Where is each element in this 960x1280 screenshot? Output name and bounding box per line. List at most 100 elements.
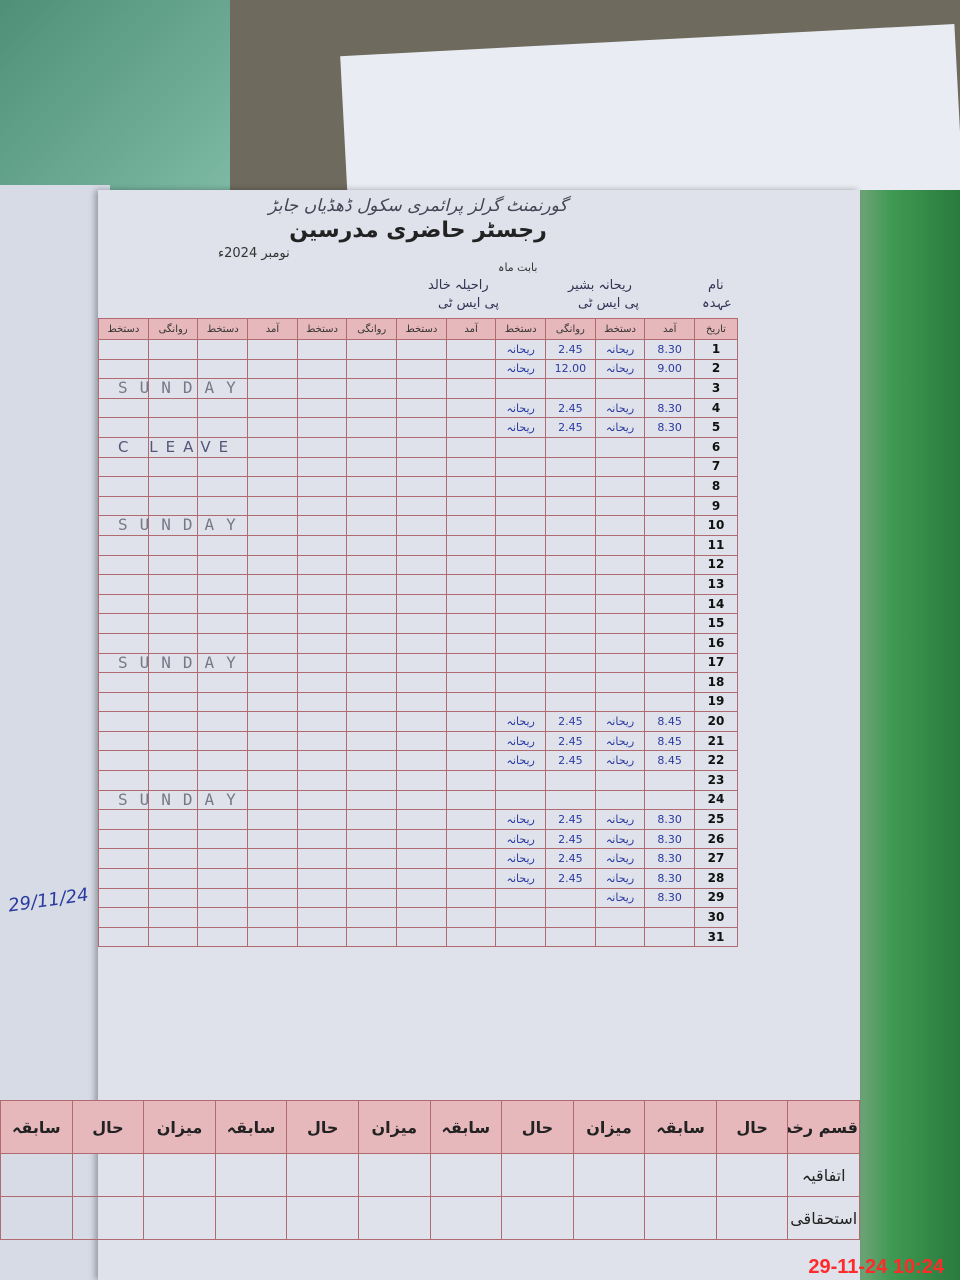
attendance-cell: ریحانہ bbox=[495, 868, 547, 889]
column-header: روانگی bbox=[147, 318, 199, 340]
attendance-cell: ریحانہ bbox=[594, 848, 646, 870]
empty-cell bbox=[396, 554, 447, 576]
empty-cell bbox=[296, 887, 348, 909]
empty-cell bbox=[445, 495, 497, 517]
attendance-cell: 8.30 bbox=[644, 868, 695, 889]
empty-cell bbox=[197, 593, 249, 615]
empty-cell bbox=[296, 691, 348, 713]
empty-cell bbox=[247, 476, 298, 497]
empty-cell bbox=[296, 534, 348, 556]
empty-cell bbox=[445, 417, 497, 438]
attendance-cell bbox=[545, 436, 596, 458]
empty-cell bbox=[147, 476, 199, 497]
leave-header: میزان bbox=[572, 1100, 646, 1154]
empty-cell bbox=[0, 1153, 73, 1197]
empty-cell bbox=[396, 632, 447, 654]
attendance-cell: 12.00 bbox=[545, 358, 596, 380]
attendance-cell bbox=[594, 907, 646, 928]
empty-cell bbox=[147, 554, 199, 576]
attendance-cell bbox=[495, 907, 547, 928]
table-row: 24 bbox=[98, 789, 738, 811]
empty-cell bbox=[197, 672, 249, 693]
register-page: گورنمنٹ گرلز پرائمری سکول ڈھڈیاں جابڑ رج… bbox=[0, 190, 860, 1280]
leave-type-label: اتفاقیہ bbox=[787, 1153, 860, 1197]
attendance-cell bbox=[644, 632, 695, 654]
empty-cell bbox=[346, 789, 398, 811]
table-row: 2 9.00 ریحانہ 12.00 ریحانہ bbox=[98, 358, 738, 380]
attendance-cell bbox=[495, 672, 547, 693]
attendance-cell bbox=[644, 476, 695, 497]
empty-cell bbox=[247, 848, 298, 870]
attendance-cell: ریحانہ bbox=[594, 730, 646, 752]
empty-cell bbox=[396, 476, 447, 497]
empty-cell bbox=[247, 358, 298, 380]
attendance-cell bbox=[545, 789, 596, 811]
empty-cell bbox=[296, 926, 348, 948]
empty-cell bbox=[396, 926, 447, 948]
attendance-cell: ریحانہ bbox=[594, 809, 646, 830]
column-header: تاریخ bbox=[694, 318, 738, 340]
attendance-cell: ریحانہ bbox=[495, 339, 547, 360]
attendance-cell: 2.45 bbox=[545, 868, 596, 889]
attendance-cell bbox=[644, 926, 695, 948]
table-row: 26 8.30 ریحانہ 2.45 ریحانہ bbox=[98, 828, 738, 850]
attendance-cell bbox=[644, 456, 695, 478]
empty-cell bbox=[147, 417, 199, 438]
empty-cell bbox=[346, 574, 398, 595]
attendance-cell bbox=[594, 534, 646, 556]
empty-cell bbox=[445, 436, 497, 458]
attendance-cell: 2.45 bbox=[545, 750, 596, 772]
empty-cell bbox=[396, 789, 447, 811]
empty-cell bbox=[396, 848, 447, 870]
green-plastic-cover bbox=[0, 0, 230, 190]
empty-cell bbox=[445, 789, 497, 811]
attendance-cell bbox=[495, 632, 547, 654]
attendance-cell bbox=[495, 436, 547, 458]
empty-cell bbox=[445, 397, 497, 419]
empty-cell bbox=[445, 593, 497, 615]
attendance-cell: ریحانہ bbox=[594, 887, 646, 909]
date-cell: 11 bbox=[694, 534, 738, 556]
empty-cell bbox=[197, 848, 249, 870]
empty-cell bbox=[147, 534, 199, 556]
empty-cell bbox=[247, 632, 298, 654]
attendance-cell: 2.45 bbox=[545, 711, 596, 732]
designation-label: عہدہ bbox=[702, 296, 732, 311]
empty-cell bbox=[357, 1196, 431, 1240]
attendance-cell: ریحانہ bbox=[495, 848, 547, 870]
empty-cell bbox=[98, 534, 149, 556]
empty-cell bbox=[357, 1153, 431, 1197]
empty-cell bbox=[296, 417, 348, 438]
empty-cell bbox=[396, 887, 447, 909]
attendance-cell bbox=[495, 887, 547, 909]
empty-cell bbox=[346, 691, 398, 713]
empty-cell bbox=[346, 593, 398, 615]
empty-cell bbox=[197, 632, 249, 654]
empty-cell bbox=[247, 809, 298, 830]
empty-cell bbox=[396, 495, 447, 517]
date-cell: 16 bbox=[694, 632, 738, 654]
table-row: 28 8.30 ریحانہ 2.45 ریحانہ bbox=[98, 868, 738, 889]
sunday-mark: SUNDAY bbox=[118, 515, 248, 534]
empty-cell bbox=[296, 554, 348, 576]
empty-cell bbox=[445, 926, 497, 948]
date-cell: 14 bbox=[694, 593, 738, 615]
empty-cell bbox=[247, 339, 298, 360]
leave-header: سابقہ bbox=[644, 1100, 717, 1154]
leave-type-label: استحقاقی bbox=[787, 1196, 860, 1240]
column-header: آمد bbox=[247, 318, 298, 340]
empty-cell bbox=[147, 456, 199, 478]
date-cell: 8 bbox=[694, 476, 738, 497]
attendance-cell: ریحانہ bbox=[495, 750, 547, 772]
empty-cell bbox=[445, 378, 497, 399]
empty-cell bbox=[346, 534, 398, 556]
attendance-cell bbox=[644, 789, 695, 811]
attendance-cell: 8.45 bbox=[644, 730, 695, 752]
attendance-cell bbox=[594, 632, 646, 654]
empty-cell bbox=[445, 809, 497, 830]
attendance-cell bbox=[545, 554, 596, 576]
empty-cell bbox=[445, 887, 497, 909]
empty-cell bbox=[247, 652, 298, 674]
empty-cell bbox=[346, 828, 398, 850]
empty-cell bbox=[396, 652, 447, 674]
